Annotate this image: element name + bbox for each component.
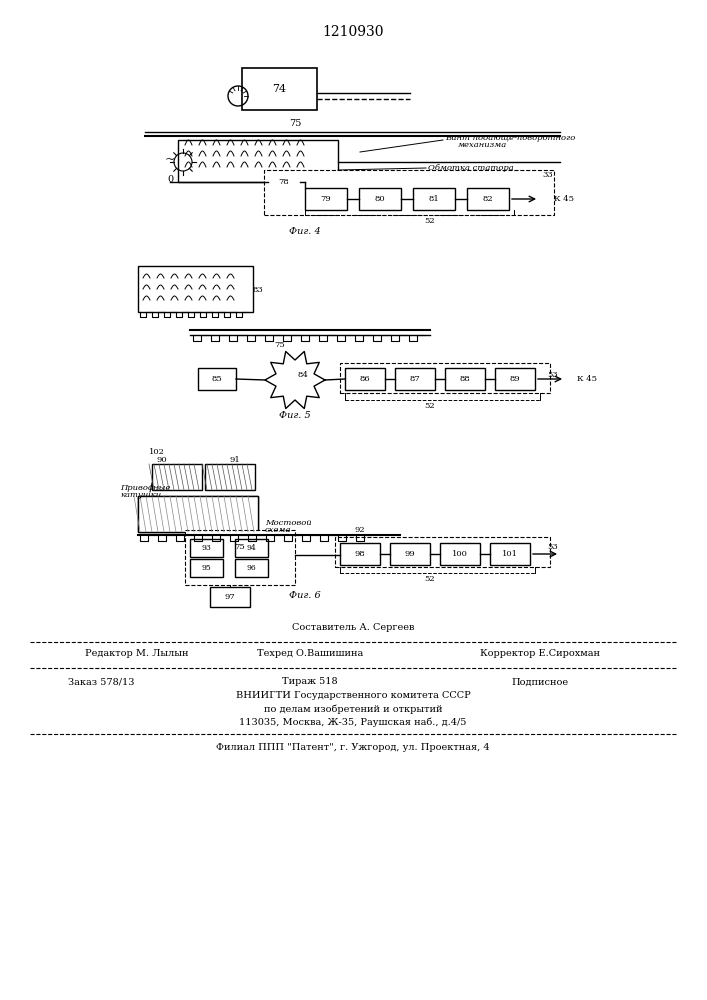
Text: ~: ~: [165, 153, 175, 166]
Text: 98: 98: [355, 550, 366, 558]
Text: 75: 75: [289, 119, 301, 128]
Text: 94: 94: [247, 544, 257, 552]
Bar: [440, 543, 480, 565]
Text: 85: 85: [211, 375, 223, 383]
Text: Обмотка статора: Обмотка статора: [428, 164, 514, 172]
Text: 83: 83: [252, 286, 264, 294]
Text: Приводные: Приводные: [120, 484, 170, 492]
Text: Подписное: Подписное: [511, 678, 568, 686]
Text: по делам изобретений и открытий: по делам изобретений и открытий: [264, 704, 443, 714]
Bar: [210, 587, 250, 607]
Text: Фиг. 4: Фиг. 4: [289, 228, 321, 236]
Bar: [185, 530, 295, 585]
Text: 74: 74: [272, 84, 286, 94]
Text: 79: 79: [321, 195, 332, 203]
Bar: [445, 368, 485, 390]
Text: 95: 95: [201, 564, 211, 572]
Text: 96: 96: [247, 564, 257, 572]
Text: Фиг. 6: Фиг. 6: [289, 590, 321, 599]
Text: 0: 0: [167, 176, 173, 184]
Text: 92: 92: [355, 526, 366, 534]
Text: механизма: механизма: [458, 141, 507, 149]
Text: 82: 82: [483, 195, 493, 203]
Bar: [345, 368, 385, 390]
Text: 84: 84: [298, 371, 308, 379]
Bar: [205, 464, 255, 490]
Text: 80: 80: [375, 195, 385, 203]
Text: ВНИИГТИ Государственного комитета СССР: ВНИИГТИ Государственного комитета СССР: [235, 692, 470, 700]
Text: Филиал ППП "Патент", г. Ужгород, ул. Проектная, 4: Филиал ППП "Патент", г. Ужгород, ул. Про…: [216, 744, 490, 752]
Bar: [264, 170, 554, 215]
Bar: [190, 559, 223, 577]
Text: 33: 33: [543, 171, 554, 179]
Text: Винт подающе-поворотного: Винт подающе-поворотного: [445, 134, 575, 142]
Bar: [190, 539, 223, 557]
Text: 102: 102: [149, 448, 165, 456]
Text: 1210930: 1210930: [322, 25, 384, 39]
Bar: [305, 188, 347, 210]
Text: 75: 75: [274, 341, 286, 349]
Bar: [467, 188, 509, 210]
Text: 89: 89: [510, 375, 520, 383]
Text: 53: 53: [548, 371, 559, 379]
Text: 52: 52: [425, 402, 436, 410]
Bar: [138, 496, 258, 532]
Bar: [242, 68, 317, 110]
Text: Тираж 518: Тираж 518: [282, 678, 338, 686]
Text: Техред О.Вашишина: Техред О.Вашишина: [257, 650, 363, 658]
Bar: [490, 543, 530, 565]
Text: Составитель А. Сергеев: Составитель А. Сергеев: [292, 624, 414, 633]
Bar: [395, 368, 435, 390]
Bar: [186, 329, 436, 343]
Text: катушки: катушки: [120, 491, 161, 499]
Text: 113035, Москва, Ж-35, Раушская наб., д.4/5: 113035, Москва, Ж-35, Раушская наб., д.4…: [239, 717, 467, 727]
Text: 100: 100: [452, 550, 468, 558]
Text: 53: 53: [548, 543, 559, 551]
Text: 101: 101: [502, 550, 518, 558]
Text: 52: 52: [425, 575, 436, 583]
Text: Заказ 578/13: Заказ 578/13: [68, 678, 134, 686]
Text: 88: 88: [460, 375, 470, 383]
Text: Редактор М. Лылын: Редактор М. Лылын: [85, 650, 189, 658]
Bar: [235, 559, 268, 577]
Text: К 45: К 45: [554, 195, 574, 203]
Bar: [138, 266, 253, 312]
Bar: [198, 368, 236, 390]
Bar: [235, 539, 268, 557]
Text: 97: 97: [225, 593, 235, 601]
Text: схема: схема: [265, 526, 291, 534]
Bar: [138, 496, 258, 532]
Text: 78: 78: [279, 178, 289, 186]
Text: 81: 81: [428, 195, 439, 203]
Text: 87: 87: [409, 375, 421, 383]
Text: 91: 91: [230, 456, 240, 464]
Text: Фиг. 5: Фиг. 5: [279, 410, 311, 420]
Bar: [495, 368, 535, 390]
Text: 52: 52: [425, 217, 436, 225]
Bar: [359, 188, 401, 210]
Bar: [178, 140, 338, 182]
Text: 93: 93: [201, 544, 211, 552]
Bar: [268, 172, 300, 192]
Text: К 45: К 45: [577, 375, 597, 383]
Text: Корректор Е.Сирохман: Корректор Е.Сирохман: [480, 650, 600, 658]
Bar: [335, 537, 550, 567]
Text: Мостовой: Мостовой: [265, 519, 312, 527]
Bar: [340, 543, 380, 565]
Text: 90: 90: [157, 456, 168, 464]
Text: 86: 86: [360, 375, 370, 383]
Bar: [340, 363, 550, 393]
Bar: [152, 464, 202, 490]
Bar: [390, 543, 430, 565]
Text: 99: 99: [404, 550, 416, 558]
Bar: [413, 188, 455, 210]
Text: 75: 75: [235, 543, 245, 551]
